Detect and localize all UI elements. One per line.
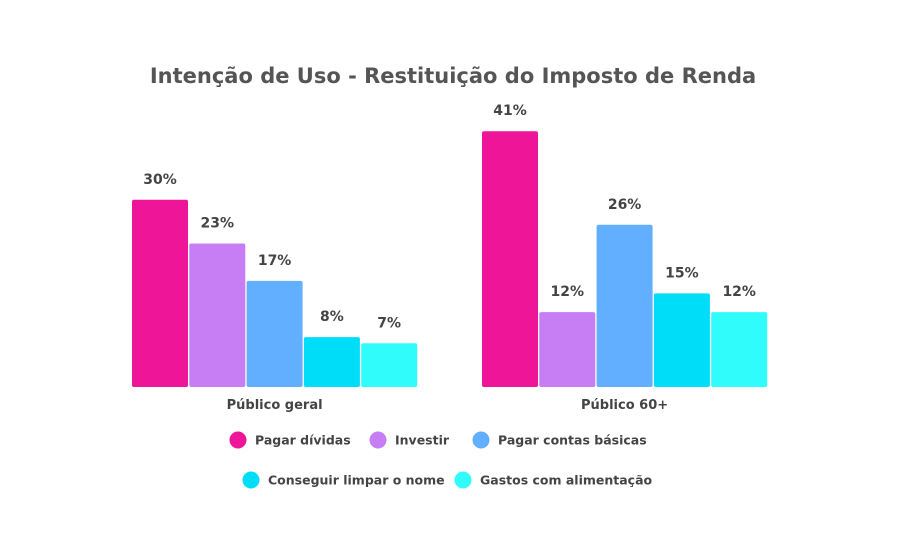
- data-label-1-5: 7%: [377, 315, 401, 331]
- data-label-2-4: 15%: [665, 265, 699, 281]
- data-label-2-3: 26%: [608, 197, 642, 213]
- bar-2-1: [482, 131, 538, 387]
- data-label-1-3: 17%: [258, 253, 292, 269]
- legend-marker-5: [454, 471, 472, 489]
- bar-1-4: [303, 337, 360, 387]
- data-label-2-1: 41%: [493, 103, 527, 119]
- data-label-2-2: 12%: [551, 284, 585, 300]
- legend-label-5: Gastos com alimentação: [480, 473, 653, 488]
- legend-label-4: Conseguir limpar o nome: [268, 473, 445, 488]
- data-label-2-5: 12%: [722, 284, 756, 300]
- legend-label-1: Pagar dívidas: [255, 433, 351, 448]
- data-label-1-2: 23%: [201, 216, 235, 232]
- bar-1-1: [132, 199, 188, 387]
- bar-2-2: [539, 312, 596, 387]
- legend-marker-4: [242, 471, 260, 489]
- legend: Pagar dívidas Investir Pagar contas básica…: [229, 431, 653, 489]
- bar-1-2: [189, 243, 246, 387]
- bar-2-3: [596, 224, 653, 387]
- bars-group: [132, 131, 768, 387]
- data-label-1-1: 30%: [143, 172, 177, 188]
- bar-1-3: [246, 280, 303, 387]
- value-labels-group: 30% 23% 17% 8% 7% 41% 12% 26% 15% 12%: [143, 103, 756, 331]
- bar-1-5: [361, 343, 418, 387]
- category-label-1: Público geral: [227, 398, 323, 413]
- bar-2-4: [653, 293, 710, 387]
- data-label-1-4: 8%: [320, 309, 344, 325]
- legend-marker-2: [369, 431, 387, 449]
- category-labels-group: Público geral Público 60+: [227, 398, 669, 413]
- chart-title: Intenção de Uso - Restituição do Imposto…: [150, 64, 756, 88]
- bar-2-5: [711, 312, 768, 387]
- legend-label-3: Pagar contas básicas: [498, 433, 647, 448]
- legend-marker-1: [229, 431, 247, 449]
- legend-marker-3: [472, 431, 490, 449]
- category-label-2: Público 60+: [581, 398, 668, 413]
- legend-label-2: Investir: [395, 433, 450, 448]
